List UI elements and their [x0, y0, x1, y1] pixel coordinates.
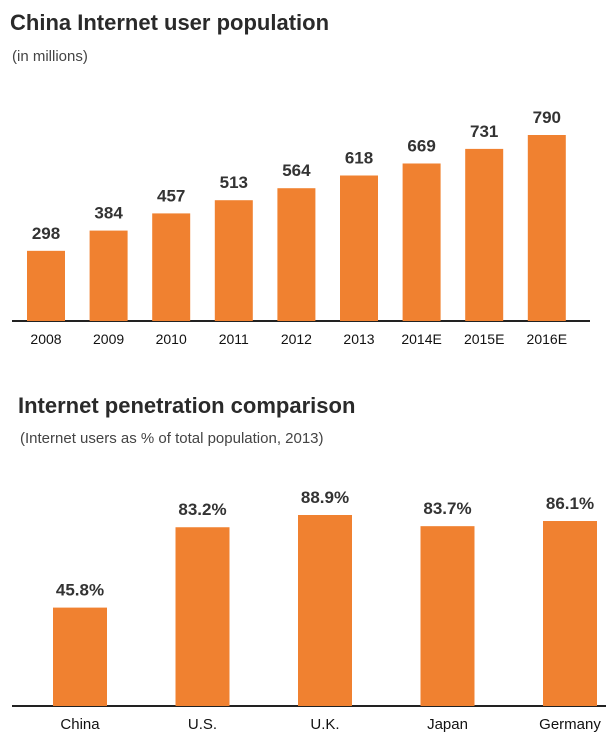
value-label: 457	[157, 186, 185, 205]
bar-China	[53, 607, 107, 706]
bar-2016E	[527, 135, 566, 321]
value-label: 513	[220, 173, 248, 192]
value-label: 45.8%	[56, 581, 104, 600]
value-label: 669	[407, 136, 435, 155]
bar-2014E	[402, 163, 441, 321]
bar-Japan	[420, 526, 475, 706]
chart-1-title: China Internet user population	[10, 10, 330, 35]
value-label: 564	[282, 161, 311, 180]
value-label: 83.2%	[178, 500, 226, 519]
x-tick-label: 2008	[30, 331, 61, 347]
x-tick-label: U.S.	[188, 716, 217, 733]
x-tick-label: Germany	[539, 716, 601, 733]
value-label: 790	[533, 108, 561, 127]
bar-2012	[277, 188, 316, 321]
x-tick-label: 2010	[156, 331, 187, 347]
chart-1-subtitle: (in millions)	[12, 48, 88, 65]
population-bar-chart: 298 2008 384 2009 457 2010 513 2011 564 2012 618 20…	[12, 108, 590, 347]
bar-U.S.	[175, 527, 230, 706]
value-label: 83.7%	[423, 499, 471, 518]
x-tick-label: 2015E	[464, 331, 504, 347]
bar-2008	[27, 250, 65, 321]
bar-Germany	[543, 521, 597, 706]
bar-2015E	[465, 148, 504, 321]
value-label: 88.9%	[301, 488, 349, 507]
x-tick-label: China	[60, 716, 100, 733]
x-tick-label: 2009	[93, 331, 124, 347]
value-label: 384	[94, 204, 123, 223]
value-label: 298	[32, 224, 60, 243]
chart-2-title: Internet penetration comparison	[18, 393, 356, 418]
chart-2-subtitle: (Internet users as % of total population…	[20, 430, 324, 447]
x-tick-label: 2011	[219, 331, 249, 347]
x-tick-label: U.K.	[310, 716, 339, 733]
bar-2009	[89, 230, 128, 321]
x-tick-label: 2014E	[401, 331, 441, 347]
value-label: 86.1%	[546, 494, 594, 513]
x-tick-label: Japan	[427, 716, 468, 733]
value-label: 618	[345, 148, 373, 167]
value-label: 731	[470, 122, 498, 141]
x-tick-label: 2016E	[527, 331, 567, 347]
bar-U.K.	[298, 515, 352, 706]
x-tick-label: 2013	[343, 331, 374, 347]
bar-2013	[340, 175, 378, 321]
x-tick-label: 2012	[281, 331, 312, 347]
bar-2011	[214, 200, 253, 321]
bar-2010	[152, 213, 191, 321]
